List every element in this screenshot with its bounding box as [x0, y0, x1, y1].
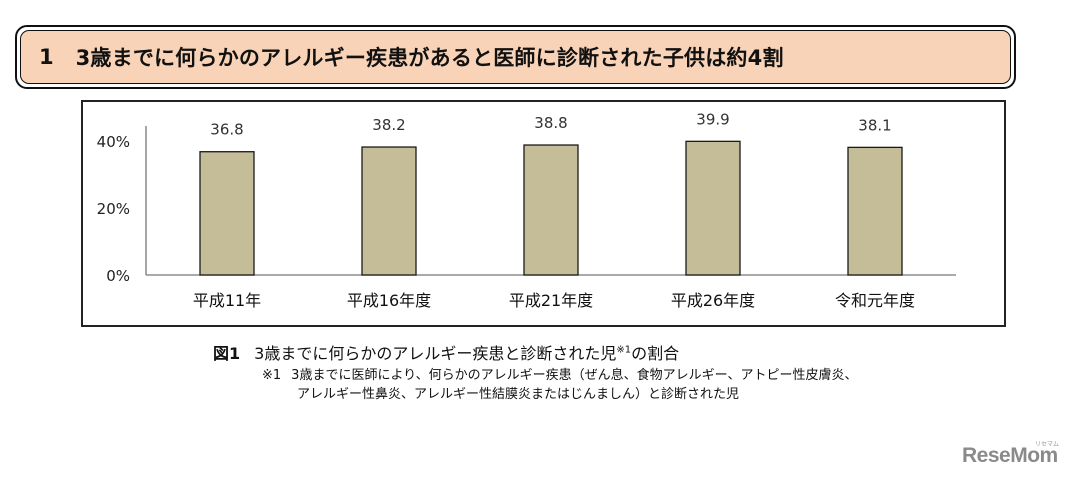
section-title: 3歳までに何らかのアレルギー疾患があると医師に診断された子供は約4割 — [75, 46, 784, 70]
bar — [523, 144, 579, 276]
x-tick-label: 平成21年度 — [509, 291, 593, 310]
footnote-text-1: 3歳までに医師により、何らかのアレルギー疾患（ぜん息、食物アレルギー、アトピー性… — [291, 368, 858, 383]
resemom-logo-sub: リセマム — [1035, 441, 1060, 448]
bar-chart: 0% 20% 40% 36.8 平成11年 38.2 平成16年度 38.8 平成21年度 39.… — [81, 100, 1006, 327]
x-tick-label: 平成16年度 — [347, 291, 431, 310]
y-tick-label: 0% — [106, 267, 130, 285]
footnote-mark: ※1 — [262, 368, 282, 383]
chart-plot-area: 0% 20% 40% 36.8 平成11年 38.2 平成16年度 38.8 平成21年度 39.… — [97, 110, 956, 310]
y-tick-label: 40% — [97, 133, 130, 151]
caption-text-after: の割合 — [631, 344, 680, 363]
bar — [361, 146, 417, 276]
caption-superscript: ※1 — [616, 344, 632, 356]
x-tick-label: 平成11年 — [193, 291, 261, 310]
bar-value-label: 39.9 — [696, 110, 729, 128]
x-tick-label: 平成26年度 — [671, 291, 755, 310]
bar-value-label: 38.1 — [858, 116, 891, 134]
x-tick-label: 令和元年度 — [835, 291, 915, 310]
figure-caption: 図1 3歳までに何らかのアレルギー疾患と診断された児※1の割合 — [213, 340, 679, 364]
y-tick-label: 20% — [97, 200, 130, 218]
bar — [685, 140, 741, 276]
bar — [199, 151, 255, 276]
footnote-line-2: アレルギー性鼻炎、アレルギー性結膜炎またはじんましん）と診断された児 — [297, 387, 740, 402]
section-number: 1 — [39, 45, 54, 69]
bar-value-label: 38.8 — [534, 114, 567, 132]
caption-text: 3歳までに何らかのアレルギー疾患と診断された児 — [254, 344, 617, 363]
resemom-logo: ReseMom — [962, 444, 1058, 467]
figure-label: 図1 — [213, 344, 241, 363]
bar-value-label: 36.8 — [210, 121, 243, 139]
footnote-line-1: ※1 3歳までに医師により、何らかのアレルギー疾患（ぜん息、食物アレルギー、アトピ… — [262, 364, 858, 383]
bar — [847, 146, 903, 276]
section-header: 1 3歳までに何らかのアレルギー疾患があると医師に診断された子供は約4割 — [15, 25, 1016, 89]
bar-value-label: 38.2 — [372, 116, 405, 134]
section-header-inner: 1 3歳までに何らかのアレルギー疾患があると医師に診断された子供は約4割 — [20, 30, 1011, 84]
